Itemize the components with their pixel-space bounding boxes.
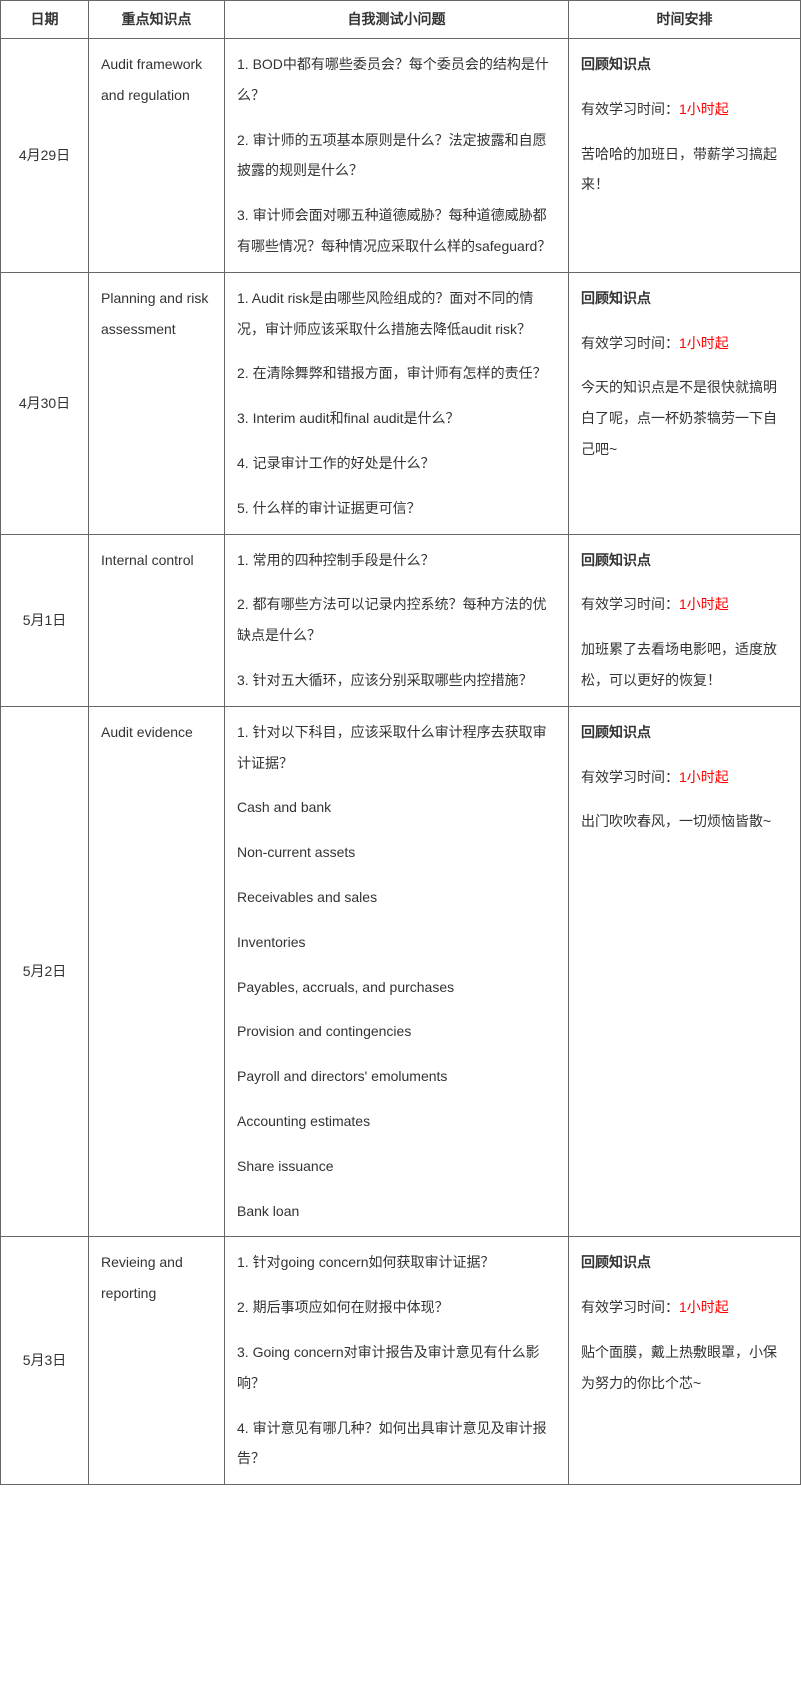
schedule-review-title: 回顾知识点 bbox=[581, 283, 788, 314]
date-cell: 5月1日 bbox=[1, 534, 89, 706]
schedule-time: 有效学习时间：1小时起 bbox=[581, 589, 788, 620]
schedule-note: 苦哈哈的加班日，带薪学习搞起来！ bbox=[581, 139, 788, 201]
topic-cell: Planning and risk assessment bbox=[89, 272, 225, 534]
question-item: 1. 针对以下科目，应该采取什么审计程序去获取审计证据？ bbox=[237, 717, 556, 779]
topic-cell: Audit evidence bbox=[89, 706, 225, 1237]
date-cell: 5月2日 bbox=[1, 706, 89, 1237]
schedule-time: 有效学习时间：1小时起 bbox=[581, 94, 788, 125]
schedule-note: 今天的知识点是不是很快就搞明白了呢，点一杯奶茶犒劳一下自己吧~ bbox=[581, 372, 788, 464]
topic-cell: Audit framework and regulation bbox=[89, 39, 225, 273]
schedule-time-value: 1小时起 bbox=[679, 101, 729, 117]
table-header-row: 日期 重点知识点 自我测试小问题 时间安排 bbox=[1, 1, 801, 39]
header-topic: 重点知识点 bbox=[89, 1, 225, 39]
schedule-time: 有效学习时间：1小时起 bbox=[581, 1292, 788, 1323]
date-cell: 4月30日 bbox=[1, 272, 89, 534]
questions-cell: 1. 针对going concern如何获取审计证据？ 2. 期后事项应如何在财报… bbox=[225, 1237, 569, 1485]
table-row: 5月2日Audit evidence1. 针对以下科目，应该采取什么审计程序去获… bbox=[1, 706, 801, 1237]
table-row: 4月30日Planning and risk assessment1. Audi… bbox=[1, 272, 801, 534]
question-item: 2. 在清除舞弊和错报方面，审计师有怎样的责任？ bbox=[237, 358, 556, 389]
question-item: Payables, accruals, and purchases bbox=[237, 972, 556, 1003]
question-item: Payroll and directors' emoluments bbox=[237, 1061, 556, 1092]
schedule-review-title: 回顾知识点 bbox=[581, 1247, 788, 1278]
question-item: Receivables and sales bbox=[237, 882, 556, 913]
schedule-cell: 回顾知识点有效学习时间：1小时起苦哈哈的加班日，带薪学习搞起来！ bbox=[569, 39, 801, 273]
table-row: 5月1日Internal control 1. 常用的四种控制手段是什么？ 2. 都… bbox=[1, 534, 801, 706]
question-item: 2. 审计师的五项基本原则是什么？法定披露和自愿披露的规则是什么？ bbox=[237, 125, 556, 187]
question-item: 3. 审计师会面对哪五种道德威胁？每种道德威胁都有哪些情况？每种情况应采取什么样… bbox=[237, 200, 556, 262]
schedule-review-title: 回顾知识点 bbox=[581, 717, 788, 748]
topic-cell: Internal control bbox=[89, 534, 225, 706]
questions-cell: 1. Audit risk是由哪些风险组成的？面对不同的情况，审计师应该采取什么… bbox=[225, 272, 569, 534]
schedule-time: 有效学习时间：1小时起 bbox=[581, 328, 788, 359]
schedule-time-value: 1小时起 bbox=[679, 335, 729, 351]
question-item: 1. 针对going concern如何获取审计证据？ bbox=[237, 1247, 556, 1278]
schedule-time-value: 1小时起 bbox=[679, 596, 729, 612]
question-item: Bank loan bbox=[237, 1196, 556, 1227]
schedule-time-value: 1小时起 bbox=[679, 1299, 729, 1315]
header-date: 日期 bbox=[1, 1, 89, 39]
question-item: 4. 记录审计工作的好处是什么？ bbox=[237, 448, 556, 479]
schedule-note: 出门吹吹春风，一切烦恼皆散~ bbox=[581, 806, 788, 837]
schedule-note: 加班累了去看场电影吧，适度放松，可以更好的恢复！ bbox=[581, 634, 788, 696]
schedule-cell: 回顾知识点有效学习时间：1小时起今天的知识点是不是很快就搞明白了呢，点一杯奶茶犒… bbox=[569, 272, 801, 534]
date-cell: 5月3日 bbox=[1, 1237, 89, 1485]
question-item: 3. Interim audit和final audit是什么？ bbox=[237, 403, 556, 434]
topic-cell: Revieing and reporting bbox=[89, 1237, 225, 1485]
question-item: 3. Going concern对审计报告及审计意见有什么影响？ bbox=[237, 1337, 556, 1399]
schedule-review-title: 回顾知识点 bbox=[581, 49, 788, 80]
question-item: Share issuance bbox=[237, 1151, 556, 1182]
header-questions: 自我测试小问题 bbox=[225, 1, 569, 39]
question-item: 2. 都有哪些方法可以记录内控系统？每种方法的优缺点是什么？ bbox=[237, 589, 556, 651]
questions-cell: 1. BOD中都有哪些委员会？每个委员会的结构是什么？ 2. 审计师的五项基本原则… bbox=[225, 39, 569, 273]
questions-cell: 1. 常用的四种控制手段是什么？ 2. 都有哪些方法可以记录内控系统？每种方法的优… bbox=[225, 534, 569, 706]
question-item: 4. 审计意见有哪几种？如何出具审计意见及审计报告？ bbox=[237, 1413, 556, 1475]
date-cell: 4月29日 bbox=[1, 39, 89, 273]
schedule-review-title: 回顾知识点 bbox=[581, 545, 788, 576]
question-item: 2. 期后事项应如何在财报中体现？ bbox=[237, 1292, 556, 1323]
schedule-note: 贴个面膜，戴上热敷眼罩，小保为努力的你比个芯~ bbox=[581, 1337, 788, 1399]
question-item: 1. Audit risk是由哪些风险组成的？面对不同的情况，审计师应该采取什么… bbox=[237, 283, 556, 345]
schedule-cell: 回顾知识点有效学习时间：1小时起加班累了去看场电影吧，适度放松，可以更好的恢复！ bbox=[569, 534, 801, 706]
header-schedule: 时间安排 bbox=[569, 1, 801, 39]
table-row: 5月3日Revieing and reporting1. 针对going con… bbox=[1, 1237, 801, 1485]
schedule-cell: 回顾知识点有效学习时间：1小时起出门吹吹春风，一切烦恼皆散~ bbox=[569, 706, 801, 1237]
schedule-time: 有效学习时间：1小时起 bbox=[581, 762, 788, 793]
schedule-cell: 回顾知识点有效学习时间：1小时起贴个面膜，戴上热敷眼罩，小保为努力的你比个芯~ bbox=[569, 1237, 801, 1485]
question-item: 3. 针对五大循环，应该分别采取哪些内控措施？ bbox=[237, 665, 556, 696]
questions-cell: 1. 针对以下科目，应该采取什么审计程序去获取审计证据？ Cash and ban… bbox=[225, 706, 569, 1237]
question-item: Provision and contingencies bbox=[237, 1016, 556, 1047]
question-item: Cash and bank bbox=[237, 792, 556, 823]
schedule-time-value: 1小时起 bbox=[679, 769, 729, 785]
table-row: 4月29日Audit framework and regulation1. BO… bbox=[1, 39, 801, 273]
study-plan-table: 日期 重点知识点 自我测试小问题 时间安排 4月29日Audit framewo… bbox=[0, 0, 801, 1485]
question-item: 1. 常用的四种控制手段是什么？ bbox=[237, 545, 556, 576]
question-item: 5. 什么样的审计证据更可信？ bbox=[237, 493, 556, 524]
question-item: Non-current assets bbox=[237, 837, 556, 868]
question-item: 1. BOD中都有哪些委员会？每个委员会的结构是什么？ bbox=[237, 49, 556, 111]
question-item: Inventories bbox=[237, 927, 556, 958]
question-item: Accounting estimates bbox=[237, 1106, 556, 1137]
